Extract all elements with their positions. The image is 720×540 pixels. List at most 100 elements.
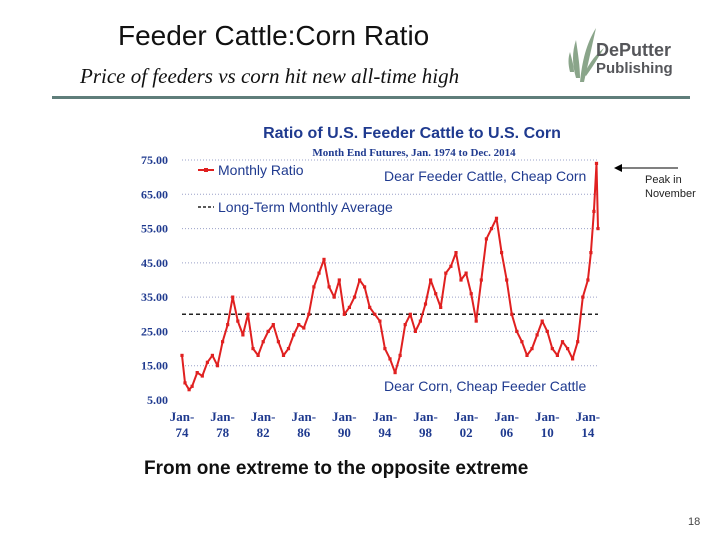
x-tick-label: 86	[297, 425, 311, 440]
data-point	[317, 271, 321, 275]
data-point	[545, 329, 549, 333]
slide-caption: From one extreme to the opposite extreme	[144, 458, 529, 479]
chart-subtitle: Month End Futures, Jan. 1974 to Dec. 201…	[312, 147, 516, 159]
x-tick-label: 82	[257, 425, 270, 440]
x-tick-label: Jan-	[332, 409, 357, 424]
x-tick-label: 90	[338, 425, 351, 440]
data-point	[454, 251, 458, 255]
peak-note-line2: November	[645, 188, 696, 200]
data-point	[352, 295, 357, 299]
data-point	[494, 216, 499, 220]
peak-arrowhead	[614, 164, 622, 172]
data-point	[474, 319, 478, 323]
legend-label-average: Long-Term Monthly Average	[218, 199, 393, 215]
data-point	[347, 305, 351, 309]
data-point	[464, 271, 468, 275]
deputter-logo	[568, 28, 604, 82]
data-point	[183, 381, 187, 385]
x-tick-label: Jan-	[251, 409, 276, 424]
title-rule	[52, 96, 690, 99]
y-tick-label: 5.00	[147, 393, 168, 407]
data-point	[337, 278, 341, 282]
data-point	[429, 278, 433, 282]
logo-line2: Publishing	[596, 60, 673, 77]
chart-title: Ratio of U.S. Feeder Cattle to U.S. Corn	[263, 125, 561, 142]
slide-title: Feeder Cattle:Corn Ratio	[118, 20, 430, 51]
data-point	[484, 237, 488, 241]
data-point	[434, 292, 438, 296]
data-point	[500, 251, 504, 255]
data-point	[525, 353, 529, 357]
leaf-icon	[568, 28, 604, 82]
data-point	[596, 227, 600, 231]
data-point	[297, 323, 301, 327]
data-point	[322, 257, 326, 261]
data-point	[200, 374, 204, 378]
data-point	[576, 340, 580, 344]
data-point	[449, 264, 453, 268]
legend-label-monthly: Monthly Ratio	[218, 162, 304, 178]
data-point	[307, 312, 311, 316]
data-point	[327, 285, 331, 289]
axis-labels: 75.0065.0055.0045.0035.0025.0015.005.00J…	[141, 153, 600, 440]
data-point	[535, 333, 539, 337]
data-point	[180, 353, 184, 357]
data-point	[510, 312, 514, 316]
x-tick-label: 98	[419, 425, 433, 440]
x-tick-label: 06	[500, 425, 514, 440]
x-tick-label: Jan-	[454, 409, 479, 424]
data-point	[205, 360, 209, 364]
x-tick-label: Jan-	[413, 409, 438, 424]
data-point	[586, 278, 590, 282]
y-tick-label: 25.00	[141, 324, 168, 338]
data-point	[469, 292, 473, 296]
data-point	[358, 278, 362, 282]
data-point	[589, 251, 593, 255]
y-tick-label: 45.00	[141, 256, 168, 270]
data-point	[439, 305, 443, 309]
data-point	[592, 209, 596, 213]
data-point	[459, 278, 463, 282]
data-point	[266, 329, 270, 333]
legend: Monthly Ratio Long-Term Monthly Average	[198, 162, 393, 215]
x-tick-label: Jan-	[291, 409, 316, 424]
x-tick-label: Jan-	[535, 409, 560, 424]
data-point	[281, 353, 286, 357]
data-point	[581, 295, 585, 299]
y-tick-label: 55.00	[141, 222, 168, 236]
data-point	[363, 285, 367, 289]
x-tick-label: Jan-	[170, 409, 195, 424]
x-tick-label: 74	[176, 425, 190, 440]
annotation-dear-feeder: Dear Feeder Cattle, Cheap Corn	[384, 168, 586, 184]
data-point	[210, 353, 214, 357]
data-point	[246, 312, 250, 316]
data-point	[560, 340, 565, 344]
slide-subtitle: Price of feeders vs corn hit new all-tim…	[80, 64, 460, 88]
data-point	[540, 319, 544, 323]
data-point	[403, 323, 407, 327]
page-number: 18	[688, 516, 701, 528]
data-point	[520, 340, 524, 344]
data-point	[594, 161, 599, 165]
data-point	[505, 278, 509, 282]
data-point	[368, 305, 372, 309]
peak-annotation: Peak in November	[645, 173, 696, 201]
annotation-dear-corn: Dear Corn, Cheap Feeder Cattle	[384, 378, 587, 394]
data-point	[286, 347, 291, 351]
data-point	[292, 333, 296, 337]
x-tick-label: Jan-	[576, 409, 601, 424]
data-point	[231, 295, 235, 299]
x-tick-label: 94	[378, 425, 392, 440]
data-point	[408, 312, 412, 316]
data-point	[555, 353, 559, 357]
data-point	[398, 353, 402, 357]
legend-marker-monthly	[204, 168, 208, 172]
data-point	[383, 347, 387, 351]
data-point	[413, 329, 417, 333]
series-line-monthly	[181, 162, 599, 391]
y-tick-label: 65.00	[141, 187, 168, 201]
data-point	[530, 347, 534, 351]
x-tick-label: 10	[541, 425, 554, 440]
x-tick-label: 78	[216, 425, 230, 440]
